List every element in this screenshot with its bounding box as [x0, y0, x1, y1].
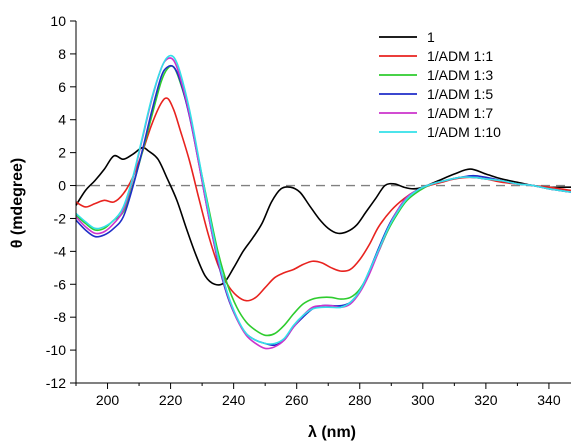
legend-label-6: 1/ADM 1:10: [427, 124, 501, 140]
x-tick-label: 260: [285, 392, 309, 408]
x-tick-label: 340: [537, 392, 561, 408]
legend: 1 1/ADM 1:1 1/ADM 1:3 1/ADM 1:5 1/ADM 1:7 1/A…: [379, 29, 501, 140]
y-tick-label: -6: [54, 276, 67, 292]
y-tick-label: 0: [58, 178, 66, 194]
x-tick-label: 200: [96, 392, 120, 408]
y-tick-label: -4: [54, 243, 67, 259]
y-tick-label: 2: [58, 145, 66, 161]
y-tick-label: 8: [58, 46, 66, 62]
series-line-1: [75, 146, 571, 286]
x-tick-label: 280: [348, 392, 372, 408]
x-axis-title: λ (nm): [308, 424, 356, 441]
y-tick-label: -2: [54, 210, 67, 226]
series-line-6: [75, 54, 571, 345]
legend-label-3: 1/ADM 1:3: [427, 67, 493, 83]
series-layer: [75, 54, 571, 350]
legend-label-2: 1/ADM 1:1: [427, 48, 493, 64]
y-tick-label: 10: [50, 13, 66, 29]
y-tick-label: -12: [46, 375, 66, 391]
x-tick-label: 220: [159, 392, 183, 408]
y-tick-label: -8: [54, 309, 67, 325]
y-tick-label: 4: [58, 112, 66, 128]
y-tick-label: -10: [46, 342, 66, 358]
x-tick-label: 240: [222, 392, 246, 408]
legend-label-5: 1/ADM 1:7: [427, 105, 493, 121]
legend-label-4: 1/ADM 1:5: [427, 86, 493, 102]
y-axis-title: θ (mdegree): [9, 158, 26, 248]
axes-layer: -12 -10 -8 -6 -4 -2 0 2 4 6 8 10 200 220 240 260 280 300 3…: [46, 13, 571, 408]
legend-label-1: 1: [427, 29, 435, 45]
x-tick-label: 320: [474, 392, 498, 408]
y-tick-label: 6: [58, 79, 66, 95]
x-tick-label: 300: [411, 392, 435, 408]
